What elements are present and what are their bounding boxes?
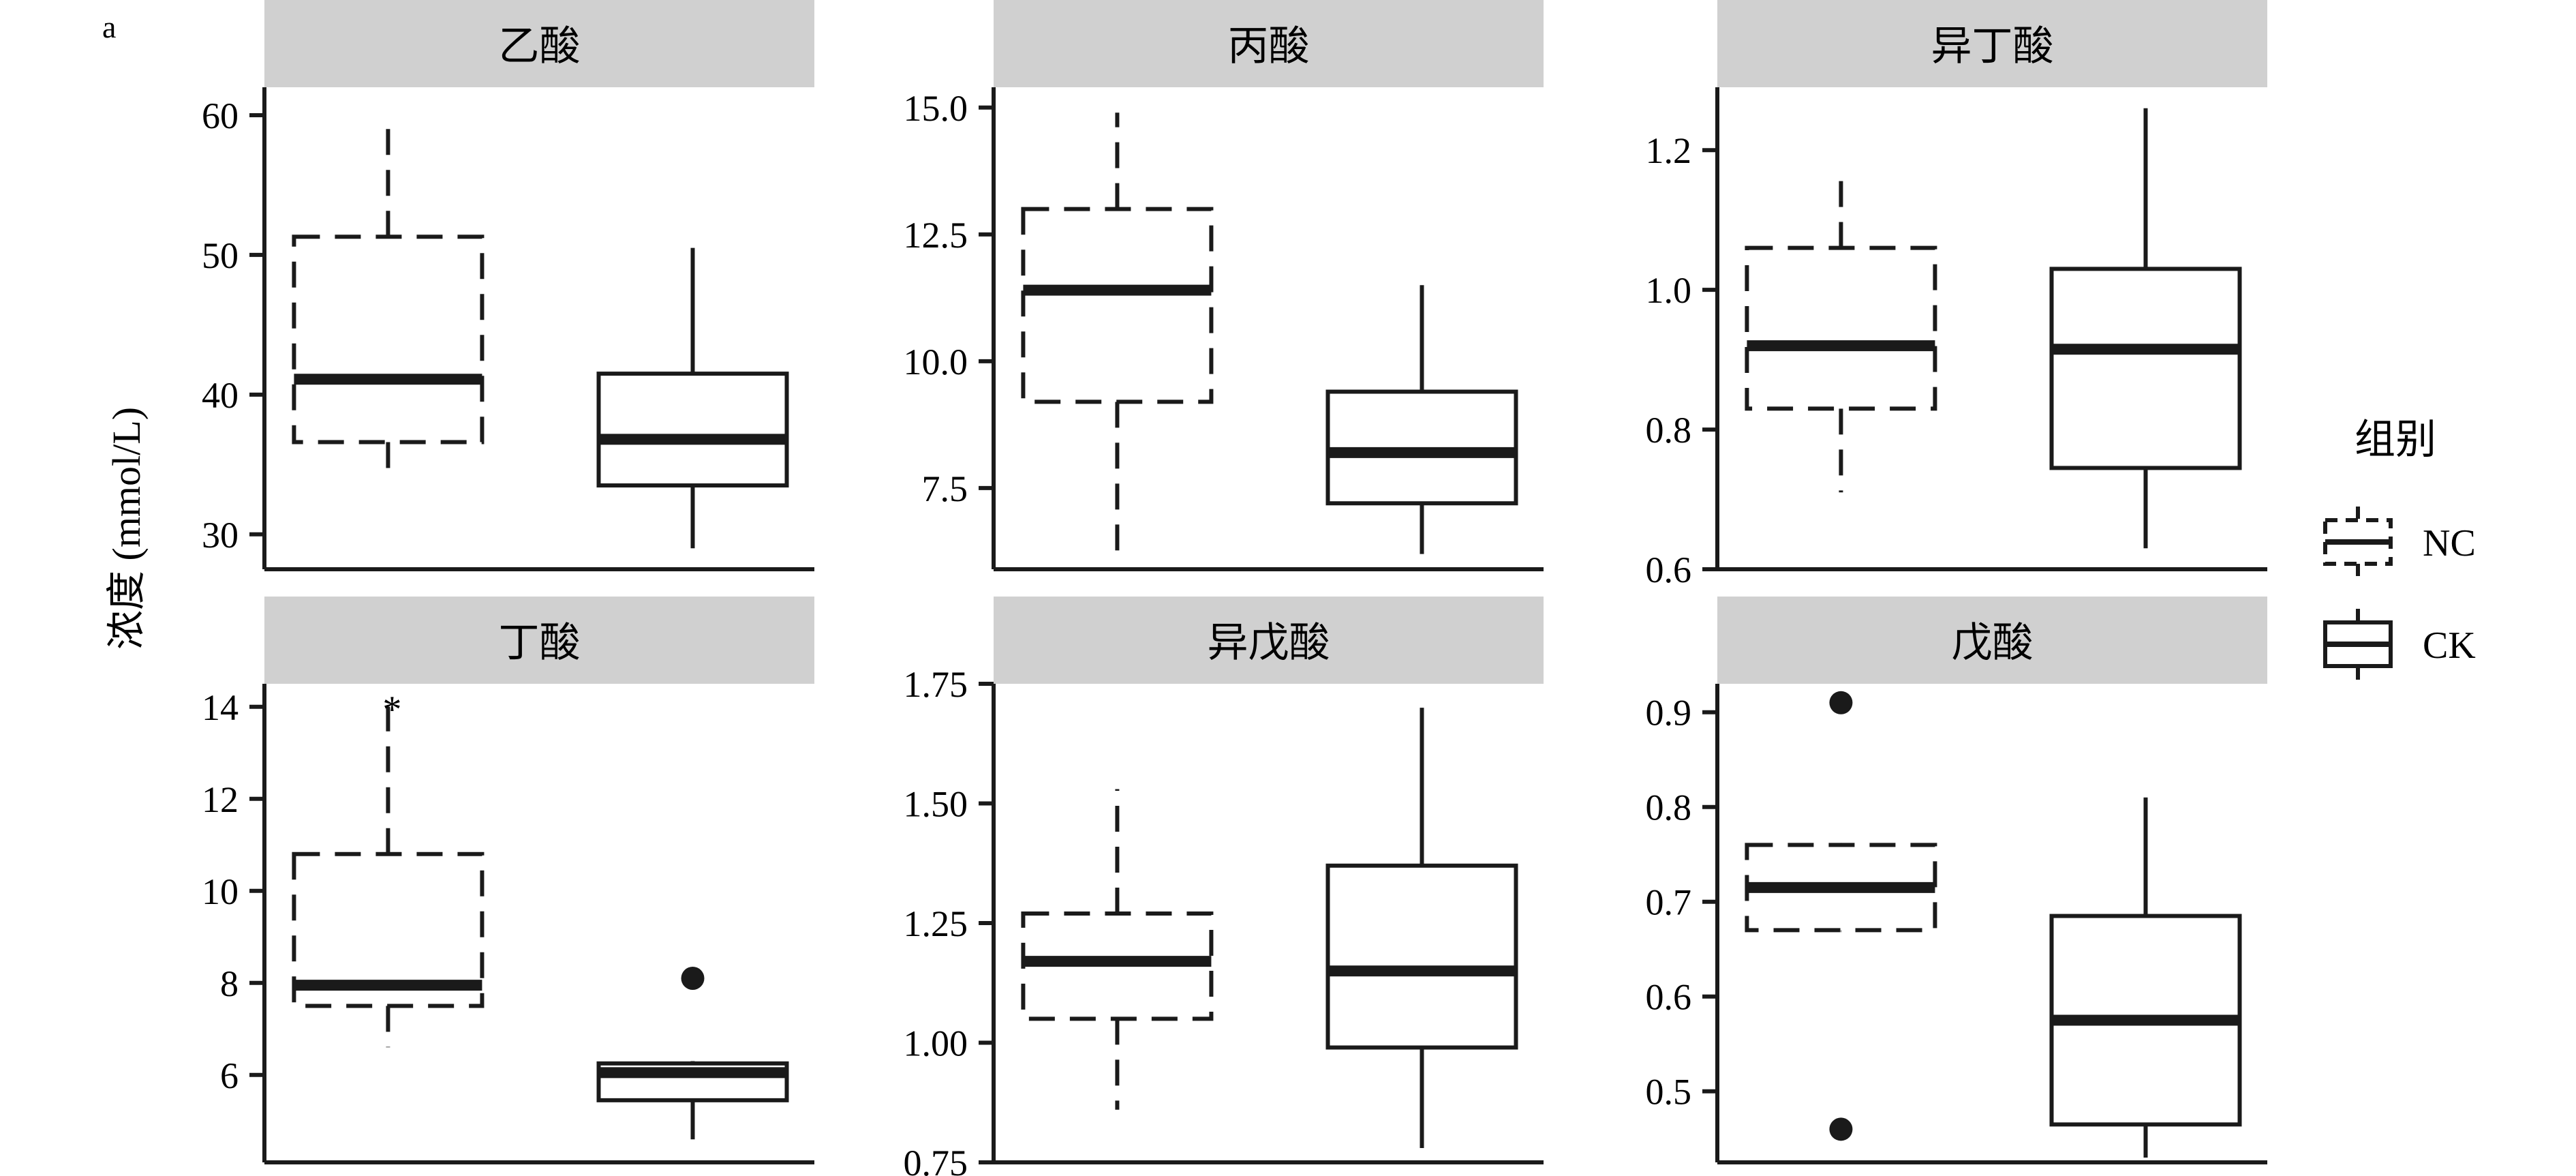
box-iqr bbox=[292, 235, 485, 444]
facet-panel: 丙酸 7.5 10.0 12.5 15.0 bbox=[904, 0, 1544, 571]
outlier-point bbox=[1829, 1117, 1853, 1141]
box-ck bbox=[1325, 708, 1518, 1148]
box-nc: * bbox=[292, 689, 485, 1048]
facet-title: 异戊酸 bbox=[1208, 619, 1330, 667]
y-tick-label: 14 bbox=[202, 687, 239, 728]
facet-panel: 乙酸 30 40 50 60 bbox=[202, 0, 814, 571]
y-tick-label: 0.9 bbox=[1646, 693, 1692, 734]
facet-title: 乙酸 bbox=[499, 22, 581, 70]
box-nc bbox=[1021, 112, 1214, 560]
facet-panel: 异戊酸 0.75 1.00 1.25 1.50 1.75 bbox=[904, 597, 1544, 1176]
y-tick-label: 0.5 bbox=[1646, 1072, 1692, 1113]
y-tick-label: 1.0 bbox=[1646, 270, 1692, 311]
legend-item-nc: NC bbox=[2323, 507, 2476, 577]
y-tick-label: 0.8 bbox=[1646, 787, 1692, 828]
box-iqr bbox=[1021, 207, 1214, 404]
box-nc bbox=[1021, 789, 1214, 1110]
box-ck bbox=[596, 247, 789, 549]
y-tick-label: 0.8 bbox=[1646, 410, 1692, 451]
legend-title: 组别 bbox=[2355, 416, 2436, 464]
box-nc bbox=[1745, 691, 1937, 1141]
figure-panel-label: a bbox=[102, 10, 116, 44]
box-nc bbox=[1745, 178, 1937, 493]
box-iqr bbox=[1325, 863, 1518, 1050]
y-tick-label: 15.0 bbox=[904, 88, 968, 129]
y-tick-label: 1.50 bbox=[904, 784, 968, 825]
y-tick-label: 0.75 bbox=[904, 1143, 968, 1176]
box-iqr bbox=[596, 372, 789, 488]
y-tick-label: 0.6 bbox=[1646, 977, 1692, 1018]
box-ck bbox=[1325, 285, 1518, 554]
y-tick-label: 7.5 bbox=[922, 468, 968, 509]
facet-strip bbox=[1717, 597, 2267, 684]
y-tick-label: 1.00 bbox=[904, 1023, 968, 1064]
facet-title: 丁酸 bbox=[499, 619, 581, 667]
legend-items: NC CK bbox=[2323, 507, 2476, 680]
facet-title: 丙酸 bbox=[1228, 22, 1310, 70]
facet-strip bbox=[1717, 0, 2267, 87]
y-tick-label: 60 bbox=[202, 95, 239, 136]
legend-item-ck: CK bbox=[2323, 609, 2476, 680]
y-tick-label: 10 bbox=[202, 871, 239, 912]
box-nc bbox=[292, 115, 485, 479]
y-tick-label: 12.5 bbox=[904, 215, 968, 256]
facet-panel: 戊酸 0.5 0.6 0.7 0.8 0.9 bbox=[1646, 597, 2267, 1164]
facet-strip bbox=[264, 597, 814, 684]
y-tick-label: 40 bbox=[202, 375, 239, 416]
legend: 组别 NC CK bbox=[2323, 416, 2476, 680]
facet-panel: 异丁酸 0.6 0.8 1.0 1.2 bbox=[1646, 0, 2267, 590]
y-tick-label: 0.7 bbox=[1646, 882, 1692, 923]
facet-strip bbox=[994, 597, 1544, 684]
y-tick-label: 10.0 bbox=[904, 342, 968, 382]
y-tick-label: 1.75 bbox=[904, 664, 968, 705]
y-tick-label: 12 bbox=[202, 779, 239, 820]
facet-title: 异丁酸 bbox=[1931, 22, 2054, 70]
y-tick-label: 6 bbox=[220, 1055, 239, 1096]
facet-panels: 乙酸 30 40 50 60 丙酸 7.5 10.0 12.5 15.0 异丁酸 0.6 0.8 1.0 1… bbox=[202, 0, 2267, 1176]
y-tick-label: 1.25 bbox=[904, 903, 968, 944]
box-ck bbox=[2049, 797, 2242, 1158]
legend-label: NC bbox=[2423, 522, 2476, 564]
box-ck bbox=[2049, 108, 2242, 549]
facet-strip bbox=[994, 0, 1544, 87]
outlier-point bbox=[1829, 691, 1853, 714]
facet-panel: 丁酸 6 8 10 12 14 * bbox=[202, 597, 814, 1164]
legend-label: CK bbox=[2423, 624, 2476, 667]
y-tick-label: 30 bbox=[202, 515, 239, 556]
box-iqr bbox=[1745, 245, 1937, 411]
facet-title: 戊酸 bbox=[1952, 619, 2034, 667]
y-tick-label: 0.6 bbox=[1646, 549, 1692, 590]
facet-strip bbox=[264, 0, 814, 87]
outlier-point bbox=[681, 967, 705, 990]
y-tick-label: 1.2 bbox=[1646, 130, 1692, 171]
y-axis-label: 浓度 (mmol/L) bbox=[104, 407, 149, 650]
box-iqr bbox=[2049, 267, 2242, 470]
box-ck bbox=[596, 967, 789, 1140]
y-tick-label: 8 bbox=[220, 963, 239, 1004]
significance-marker: * bbox=[382, 689, 401, 731]
y-tick-label: 50 bbox=[202, 235, 239, 276]
